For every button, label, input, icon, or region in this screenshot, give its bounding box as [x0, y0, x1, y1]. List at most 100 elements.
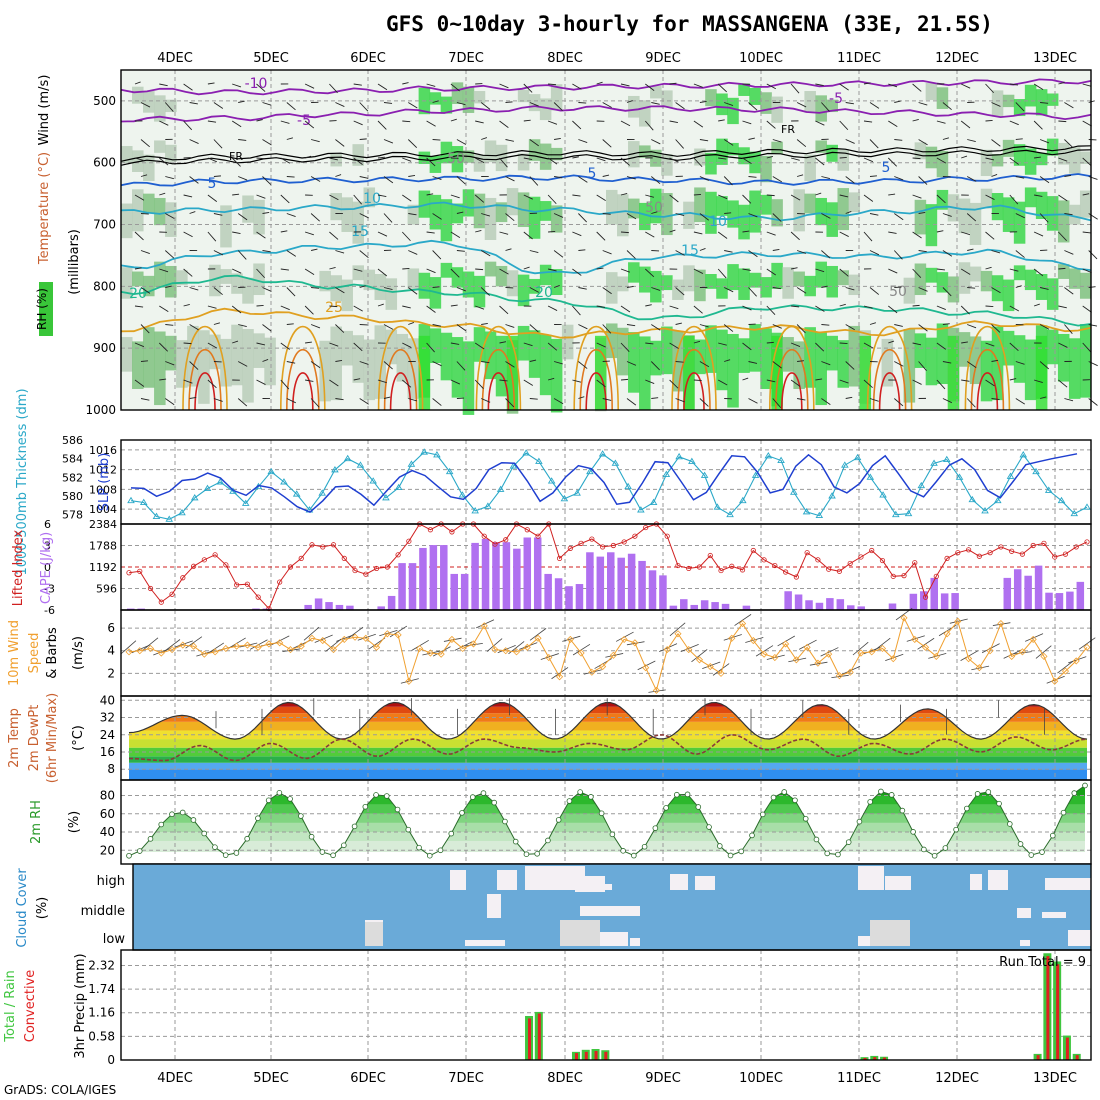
rh-cell [1035, 335, 1048, 410]
temperature-contour [120, 307, 1092, 339]
lifted-index-point [826, 566, 832, 572]
lifted-index-point [729, 563, 735, 569]
rh-cell [1046, 278, 1059, 310]
wind-speed-point [1051, 677, 1059, 685]
lifted-index-point [363, 571, 369, 577]
wind-barb [888, 193, 896, 196]
wind-barb [1058, 120, 1067, 123]
wind-barb [411, 639, 429, 651]
wind-barb [742, 305, 752, 311]
rh-cell [628, 198, 640, 219]
wind-barb [329, 267, 336, 270]
thickness-point [726, 510, 734, 518]
rh-cell [881, 338, 894, 387]
wind-barb [377, 120, 387, 130]
wind-barb [651, 176, 661, 185]
wind-barb [237, 361, 248, 367]
rh-point [985, 789, 992, 795]
wind-barb [377, 156, 385, 159]
cape-bar [346, 605, 354, 610]
wind-barb [547, 120, 558, 125]
date-label-top: 5DEC [253, 51, 289, 66]
thickness-point [292, 490, 301, 497]
thickness-point [688, 457, 696, 464]
wind-barb [669, 194, 679, 203]
rh-cell [550, 205, 563, 233]
wind-barb [402, 268, 410, 270]
wind-barb [206, 642, 225, 655]
rh-point [824, 850, 831, 857]
rh-point [308, 833, 315, 840]
rh-point [609, 831, 616, 838]
wind-speed-point [760, 650, 768, 658]
cape-bar [836, 599, 845, 610]
rh-band [129, 841, 1085, 853]
rh-cell [914, 333, 927, 368]
wind-barb [626, 285, 634, 288]
rh-cell [187, 325, 199, 387]
cape-bar [617, 557, 625, 610]
wind-barb [426, 83, 436, 87]
wind-barb [644, 268, 655, 278]
rh-cell [727, 97, 739, 125]
wind-barb [529, 139, 539, 147]
wind-barb [183, 120, 193, 131]
wind-barb [985, 120, 993, 122]
thickness-point [930, 459, 938, 466]
wind-barb [626, 361, 637, 366]
wind-barb [894, 213, 904, 221]
cape-bar [1055, 593, 1064, 610]
wind-barb [742, 342, 752, 351]
rh-point [974, 791, 981, 797]
wind-barb [839, 303, 846, 307]
rh-cell [352, 265, 364, 281]
wind-barb [499, 379, 508, 382]
wind-barb [693, 83, 703, 88]
rh-cell [462, 271, 475, 298]
wind-barb [699, 361, 710, 368]
wind-barb [232, 193, 240, 196]
wind-barb [790, 231, 800, 241]
wind-barb [693, 157, 703, 168]
cloud-cell [575, 876, 605, 892]
wind-barb [1088, 176, 1098, 180]
wind-barb [207, 231, 217, 242]
wind-barb [961, 83, 971, 89]
thickness-point [892, 510, 900, 518]
lifted-index-point [933, 573, 939, 579]
precip-convective-bar [584, 1051, 588, 1060]
wind-axis-title-speed: Speed [27, 633, 42, 674]
wind-barb [475, 305, 485, 310]
lifted-index-point [578, 540, 584, 546]
cape-tick-label: 2384 [89, 518, 117, 531]
wind-barb [863, 379, 873, 389]
wind-barb [231, 157, 241, 167]
rh-axis-title: 2m RH [29, 800, 44, 844]
temperature-contour [120, 274, 1092, 327]
rh-point [298, 813, 304, 819]
date-label-top: 7DEC [448, 51, 484, 66]
rh-cell [462, 189, 475, 217]
wind-barb [602, 398, 612, 401]
rh-cell [727, 200, 739, 228]
wind-speed-point [803, 643, 811, 651]
rh-cell [661, 275, 673, 291]
wind-barb [481, 322, 488, 325]
wind-barb [985, 342, 995, 347]
wind-barb [1064, 250, 1074, 255]
rh-cell [385, 329, 398, 365]
wind-barb [648, 689, 666, 693]
rh-cell [495, 202, 508, 223]
lifted-index-point [643, 524, 649, 531]
wind-barb [651, 102, 660, 105]
cape-bar [1066, 591, 1074, 610]
wind-barb [869, 102, 880, 109]
wind-barb [280, 230, 288, 233]
wind-barb [572, 120, 582, 130]
slp-line [130, 453, 1078, 513]
rh-cell [264, 337, 276, 386]
thickness-point [382, 493, 390, 501]
wind-barb [1015, 213, 1025, 219]
wind-barb [213, 250, 224, 256]
surface-temperature-contour [585, 372, 607, 411]
